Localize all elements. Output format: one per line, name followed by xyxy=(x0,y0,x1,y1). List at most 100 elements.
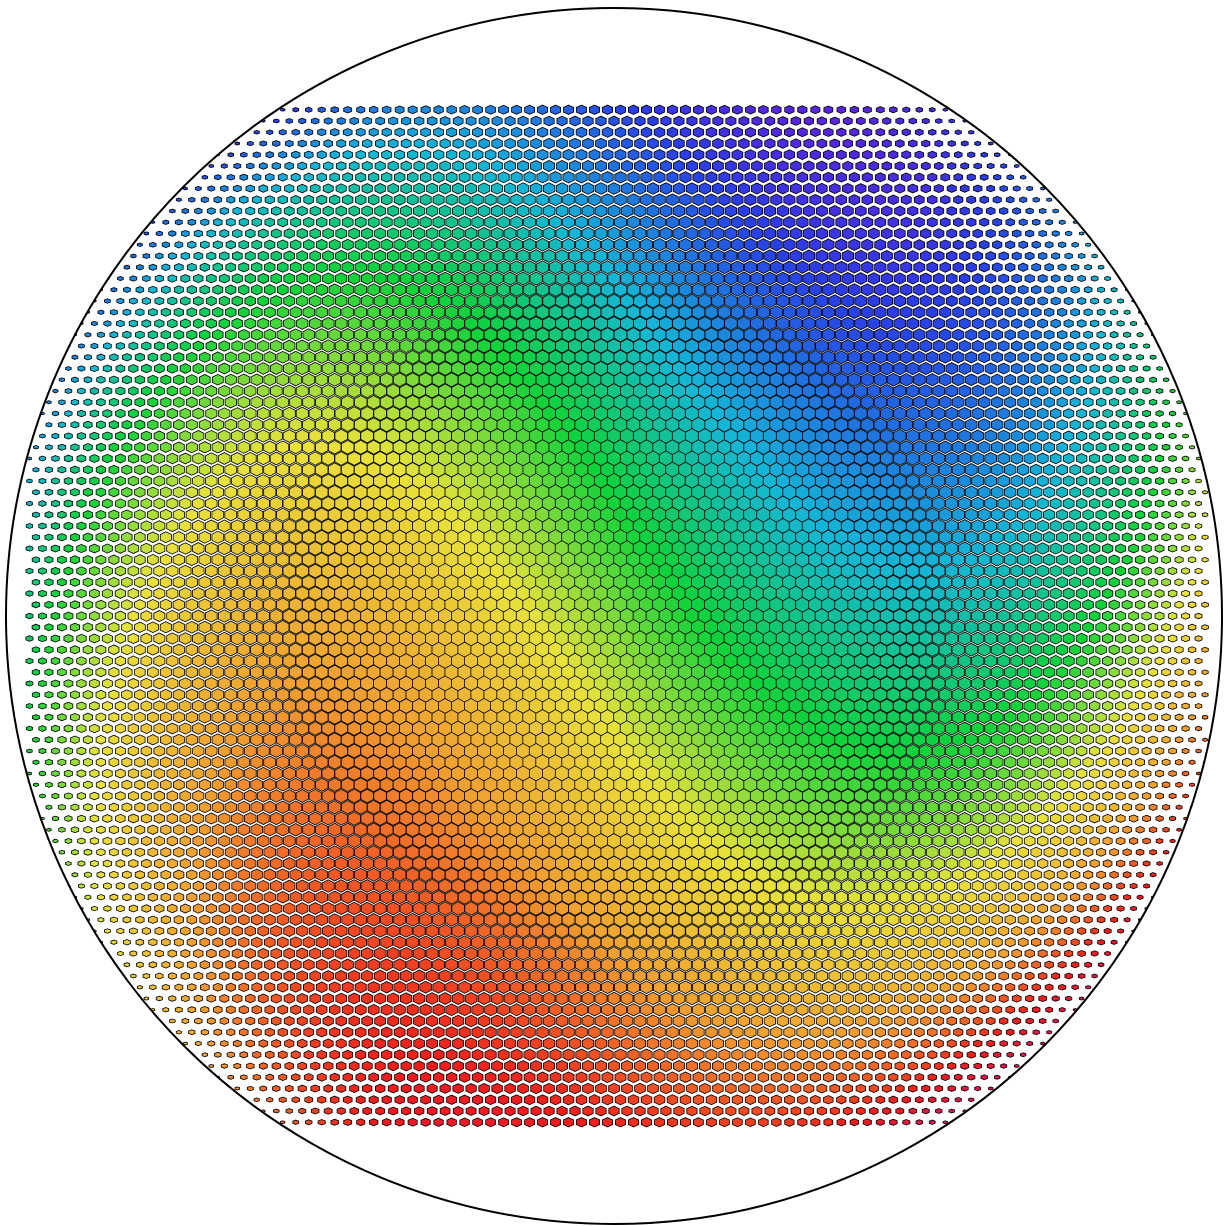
hex-cell xyxy=(192,767,205,780)
hex-cell xyxy=(1182,433,1189,439)
hex-cell xyxy=(302,417,316,432)
hex-cell xyxy=(1070,285,1080,294)
hex-cell xyxy=(1030,329,1042,340)
hex-cell xyxy=(102,386,113,396)
hex-cell xyxy=(63,611,74,621)
hex-cell xyxy=(503,204,517,218)
hex-cell xyxy=(211,575,225,589)
hex-cell xyxy=(51,432,60,440)
hex-cell xyxy=(1069,486,1081,498)
hex-cell xyxy=(277,239,289,251)
hex-cell xyxy=(302,328,316,342)
hex-cell xyxy=(341,372,355,387)
hex-cell xyxy=(328,372,342,387)
hex-cell xyxy=(457,327,472,343)
hex-cell xyxy=(1082,375,1094,385)
hex-cell xyxy=(1168,432,1177,440)
hex-cell xyxy=(1003,598,1017,612)
hex-cell xyxy=(951,462,965,477)
hex-cell xyxy=(1175,422,1183,428)
hex-cell xyxy=(576,104,587,115)
hex-cell xyxy=(737,182,750,195)
hex-cell xyxy=(899,417,913,432)
hex-cell xyxy=(1043,621,1056,634)
hex-cell xyxy=(984,317,997,330)
hex-cell xyxy=(899,372,913,387)
hex-cell xyxy=(256,451,270,466)
hex-cell xyxy=(373,294,387,308)
hex-cell xyxy=(186,285,198,295)
hex-cell xyxy=(134,756,146,768)
hex-cell xyxy=(711,293,725,309)
hex-cell xyxy=(103,320,112,327)
hex-cell xyxy=(433,105,444,115)
hex-cell xyxy=(990,733,1004,747)
hex-cell xyxy=(314,664,329,680)
hex-cell xyxy=(620,226,634,241)
hex-cell xyxy=(198,486,212,499)
hex-cell xyxy=(308,406,322,421)
hex-cell xyxy=(1149,354,1157,360)
hex-cell xyxy=(893,451,907,466)
hex-cell xyxy=(327,484,342,500)
hex-cell xyxy=(1032,196,1040,203)
hex-cell xyxy=(926,217,938,228)
hex-cell xyxy=(25,523,34,529)
hex-cell xyxy=(906,653,920,669)
hex-cell xyxy=(334,721,349,736)
hex-cell xyxy=(841,383,855,399)
hex-cell xyxy=(1030,665,1043,679)
hex-cell xyxy=(816,138,828,149)
hex-cell xyxy=(529,316,543,331)
hex-cell xyxy=(938,440,952,455)
hex-cell xyxy=(1043,688,1056,701)
hex-cell xyxy=(1011,251,1022,261)
hex-cell xyxy=(192,654,205,668)
hex-cell xyxy=(958,295,971,307)
hex-cell xyxy=(964,665,978,680)
hex-cell xyxy=(991,284,1003,295)
hex-cell xyxy=(951,395,965,409)
hex-cell xyxy=(230,609,244,623)
hex-cell xyxy=(906,473,920,489)
hex-cell xyxy=(1018,240,1028,249)
hex-cell xyxy=(194,207,203,215)
hex-cell xyxy=(291,150,301,159)
hex-cell xyxy=(810,105,821,115)
hex-cell xyxy=(653,193,666,207)
hex-cell xyxy=(568,293,582,309)
hex-cell xyxy=(458,260,472,274)
hex-cell xyxy=(802,205,815,217)
hex-cell xyxy=(984,564,998,578)
hex-cell xyxy=(243,429,257,443)
hex-cell xyxy=(1071,241,1079,248)
hex-cell xyxy=(971,564,985,578)
hex-cell xyxy=(874,194,886,206)
hex-cell xyxy=(309,272,322,285)
hex-cell xyxy=(432,260,446,274)
hex-cell xyxy=(718,238,731,252)
hex-cell xyxy=(887,283,900,296)
hex-cell xyxy=(993,173,1002,181)
hex-cell xyxy=(1082,756,1094,768)
hex-cell xyxy=(387,138,399,149)
hex-cell xyxy=(594,204,608,218)
hex-cell xyxy=(1082,599,1094,611)
hex-cell xyxy=(96,420,106,430)
hex-cell xyxy=(367,260,380,274)
hex-cell xyxy=(862,105,872,114)
hex-cell xyxy=(952,261,964,273)
hex-cell xyxy=(1062,610,1075,622)
hex-cell xyxy=(419,171,432,183)
hex-cell xyxy=(161,285,171,294)
hex-cell xyxy=(205,295,217,307)
hex-cell xyxy=(218,273,230,284)
hex-cell xyxy=(633,182,647,195)
hex-cell xyxy=(31,556,41,564)
hex-cell xyxy=(282,429,296,443)
hex-cell xyxy=(1017,351,1029,363)
hex-cell xyxy=(354,283,368,297)
hex-cell xyxy=(173,307,185,317)
hex-cell xyxy=(269,586,283,601)
hex-cell xyxy=(906,631,920,646)
